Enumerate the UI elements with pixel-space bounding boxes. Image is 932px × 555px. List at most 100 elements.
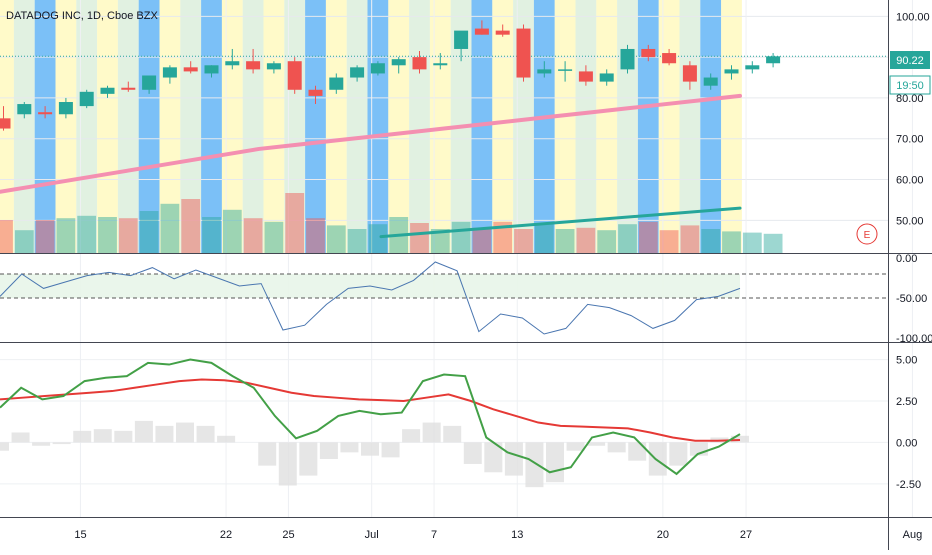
candle-7[interactable]: [142, 75, 157, 94]
macd-hist-bar-15: [299, 442, 318, 476]
candle-23[interactable]: [474, 20, 489, 35]
candle-body: [225, 61, 240, 66]
candle-body: [162, 67, 177, 78]
candle-2[interactable]: [38, 106, 53, 119]
candle-18[interactable]: [370, 61, 385, 76]
candle-20[interactable]: [412, 51, 427, 74]
x-tick-8: Aug: [903, 529, 923, 541]
band-23: [471, 0, 493, 253]
candle-10[interactable]: [204, 65, 219, 78]
candle-24[interactable]: [495, 24, 510, 37]
candle-body: [474, 28, 489, 35]
rsi-tick-1: -50.00: [896, 293, 927, 305]
band-18: [367, 0, 389, 253]
macd-hist-bar-9: [176, 422, 194, 443]
price-tick-3: 70.00: [896, 134, 924, 146]
rsi-tick-2: -100.00: [896, 333, 932, 345]
band-6: [117, 0, 139, 253]
candle-body: [703, 77, 718, 86]
macd-hist-bar-8: [155, 425, 174, 443]
band-31: [637, 0, 659, 253]
last-price-badge: 90.22 19:50: [889, 51, 931, 95]
candle-22[interactable]: [454, 30, 469, 62]
volume-bar-7: [139, 211, 159, 253]
candle-body: [100, 87, 115, 94]
volume-bar-29: [597, 230, 617, 253]
candle-31[interactable]: [641, 44, 656, 62]
candle-body: [0, 118, 11, 129]
candle-12[interactable]: [246, 48, 261, 74]
candle-28[interactable]: [578, 65, 593, 86]
candle-19[interactable]: [391, 57, 406, 74]
macd-line: [0, 358, 741, 476]
volume-bar-36: [742, 232, 762, 253]
candle-15[interactable]: [308, 85, 323, 105]
macd-hist-bar-11: [217, 435, 236, 443]
candle-26[interactable]: [537, 61, 552, 78]
candle-34[interactable]: [703, 73, 718, 90]
candlesticks[interactable]: [0, 20, 781, 131]
band-3: [55, 0, 77, 253]
candle-5[interactable]: [100, 85, 115, 98]
candle-body: [266, 63, 281, 70]
macd-hist-bar-18: [361, 442, 379, 456]
volume-bar-17: [347, 229, 367, 253]
volume-bar-11: [222, 209, 242, 253]
candle-14[interactable]: [287, 57, 302, 94]
candle-16[interactable]: [329, 73, 344, 94]
candle-8[interactable]: [162, 65, 177, 84]
candle-35[interactable]: [724, 65, 739, 80]
macd-tick-3: -2.50: [896, 479, 921, 491]
macd-hist-bar-5: [93, 429, 112, 443]
macd-tick-0: 5.00: [896, 355, 917, 367]
candle-1[interactable]: [17, 102, 32, 119]
candle-36[interactable]: [745, 61, 760, 74]
candle-32[interactable]: [662, 48, 677, 66]
candle-13[interactable]: [266, 61, 281, 74]
volume-bar-30: [618, 224, 637, 253]
candle-body: [766, 56, 781, 64]
macd-hist-bar-20: [402, 429, 421, 443]
macd-hist-bar-17: [340, 442, 359, 453]
seasonal-bands: [0, 0, 742, 253]
volume-bar-16: [326, 225, 346, 253]
trend-line-segment: [379, 206, 742, 239]
volume-bar-5: [98, 217, 117, 253]
volume-bar-27: [555, 229, 575, 253]
macd-hist-bar-19: [381, 442, 400, 458]
last-price-bg: [890, 51, 930, 69]
candle-6[interactable]: [121, 81, 136, 92]
candle-29[interactable]: [599, 69, 614, 86]
candle-body: [183, 67, 198, 72]
candle-30[interactable]: [620, 44, 635, 74]
candle-0[interactable]: [0, 106, 11, 131]
candle-25[interactable]: [516, 24, 531, 82]
volume-bar-21: [430, 229, 450, 253]
candle-33[interactable]: [682, 61, 697, 90]
candle-37[interactable]: [766, 53, 781, 68]
band-8: [159, 0, 181, 253]
earnings-marker[interactable]: E: [856, 223, 878, 245]
candle-11[interactable]: [225, 48, 240, 70]
volume-bar-25: [514, 229, 533, 253]
band-27: [554, 0, 576, 253]
candle-4[interactable]: [79, 89, 94, 109]
candle-27[interactable]: [558, 61, 573, 82]
candle-body: [204, 65, 219, 74]
candle-17[interactable]: [350, 65, 365, 82]
candle-body: [329, 77, 344, 90]
rsi-panel: [0, 261, 888, 335]
candle-9[interactable]: [183, 61, 198, 74]
macd-hist-bar-21: [422, 422, 441, 443]
candle-21[interactable]: [433, 53, 448, 70]
macd-hist-bar-33: [669, 442, 688, 466]
macd-hist-bar-22: [443, 425, 462, 443]
macd-hist-bar-29: [587, 442, 606, 446]
macd-hist-bar-27: [546, 442, 564, 483]
candle-3[interactable]: [58, 97, 73, 119]
candle-body: [641, 48, 656, 58]
x-tick-1: 22: [220, 529, 232, 541]
band-24: [492, 0, 514, 253]
